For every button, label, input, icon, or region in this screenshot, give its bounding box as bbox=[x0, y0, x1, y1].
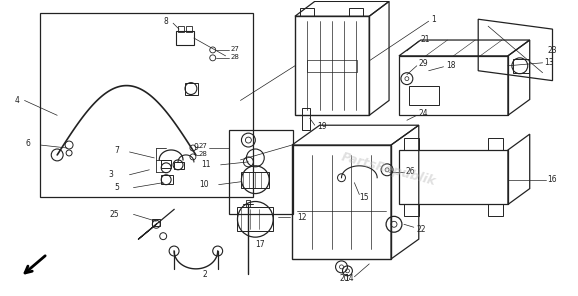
Text: 24: 24 bbox=[419, 109, 428, 118]
Bar bbox=[186, 26, 192, 32]
Text: 18: 18 bbox=[447, 61, 456, 70]
Bar bbox=[161, 160, 171, 168]
Text: 25: 25 bbox=[110, 210, 120, 219]
Text: 19: 19 bbox=[317, 122, 327, 131]
Bar bbox=[300, 8, 314, 16]
Text: 7: 7 bbox=[114, 147, 120, 155]
Bar bbox=[302, 108, 310, 130]
Text: 17: 17 bbox=[255, 239, 265, 249]
Text: 12: 12 bbox=[297, 213, 306, 222]
Text: 3: 3 bbox=[109, 170, 114, 179]
Bar bbox=[238, 207, 273, 231]
Bar bbox=[307, 60, 357, 72]
Text: 5: 5 bbox=[114, 183, 120, 192]
Text: 15: 15 bbox=[360, 193, 369, 202]
Text: 23: 23 bbox=[547, 46, 557, 55]
Text: 21: 21 bbox=[421, 35, 430, 44]
Text: PartsRepublik: PartsRepublik bbox=[340, 151, 438, 189]
Text: 11: 11 bbox=[201, 160, 211, 169]
Bar bbox=[228, 130, 293, 214]
Text: 29: 29 bbox=[419, 59, 428, 68]
Bar bbox=[176, 31, 194, 45]
Text: 6: 6 bbox=[25, 139, 31, 147]
Text: 22: 22 bbox=[417, 225, 427, 234]
Text: 28: 28 bbox=[199, 151, 208, 157]
Text: 10: 10 bbox=[199, 180, 209, 189]
Bar bbox=[152, 219, 160, 226]
Text: 20: 20 bbox=[339, 274, 349, 283]
Text: 26: 26 bbox=[406, 167, 416, 176]
Bar bbox=[350, 8, 364, 16]
Bar bbox=[513, 59, 529, 73]
Bar bbox=[404, 205, 419, 216]
Text: 4: 4 bbox=[14, 96, 20, 105]
Bar bbox=[488, 205, 503, 216]
Text: 13: 13 bbox=[544, 58, 554, 67]
Bar bbox=[161, 175, 173, 184]
Text: 9: 9 bbox=[194, 144, 199, 152]
Text: 1: 1 bbox=[432, 15, 436, 24]
Text: 27: 27 bbox=[231, 46, 239, 52]
Bar bbox=[185, 83, 198, 94]
Text: 14: 14 bbox=[344, 274, 354, 283]
Bar bbox=[488, 138, 503, 150]
Text: 16: 16 bbox=[547, 175, 557, 184]
Bar bbox=[409, 86, 439, 105]
Bar bbox=[40, 13, 253, 197]
Text: 2: 2 bbox=[203, 270, 208, 279]
Bar bbox=[242, 172, 269, 188]
Bar bbox=[178, 26, 184, 32]
Text: 8: 8 bbox=[163, 17, 168, 26]
Bar bbox=[174, 162, 184, 169]
Bar bbox=[246, 200, 250, 207]
Bar bbox=[404, 138, 419, 150]
Text: 28: 28 bbox=[231, 54, 239, 60]
Text: 27: 27 bbox=[199, 143, 208, 149]
